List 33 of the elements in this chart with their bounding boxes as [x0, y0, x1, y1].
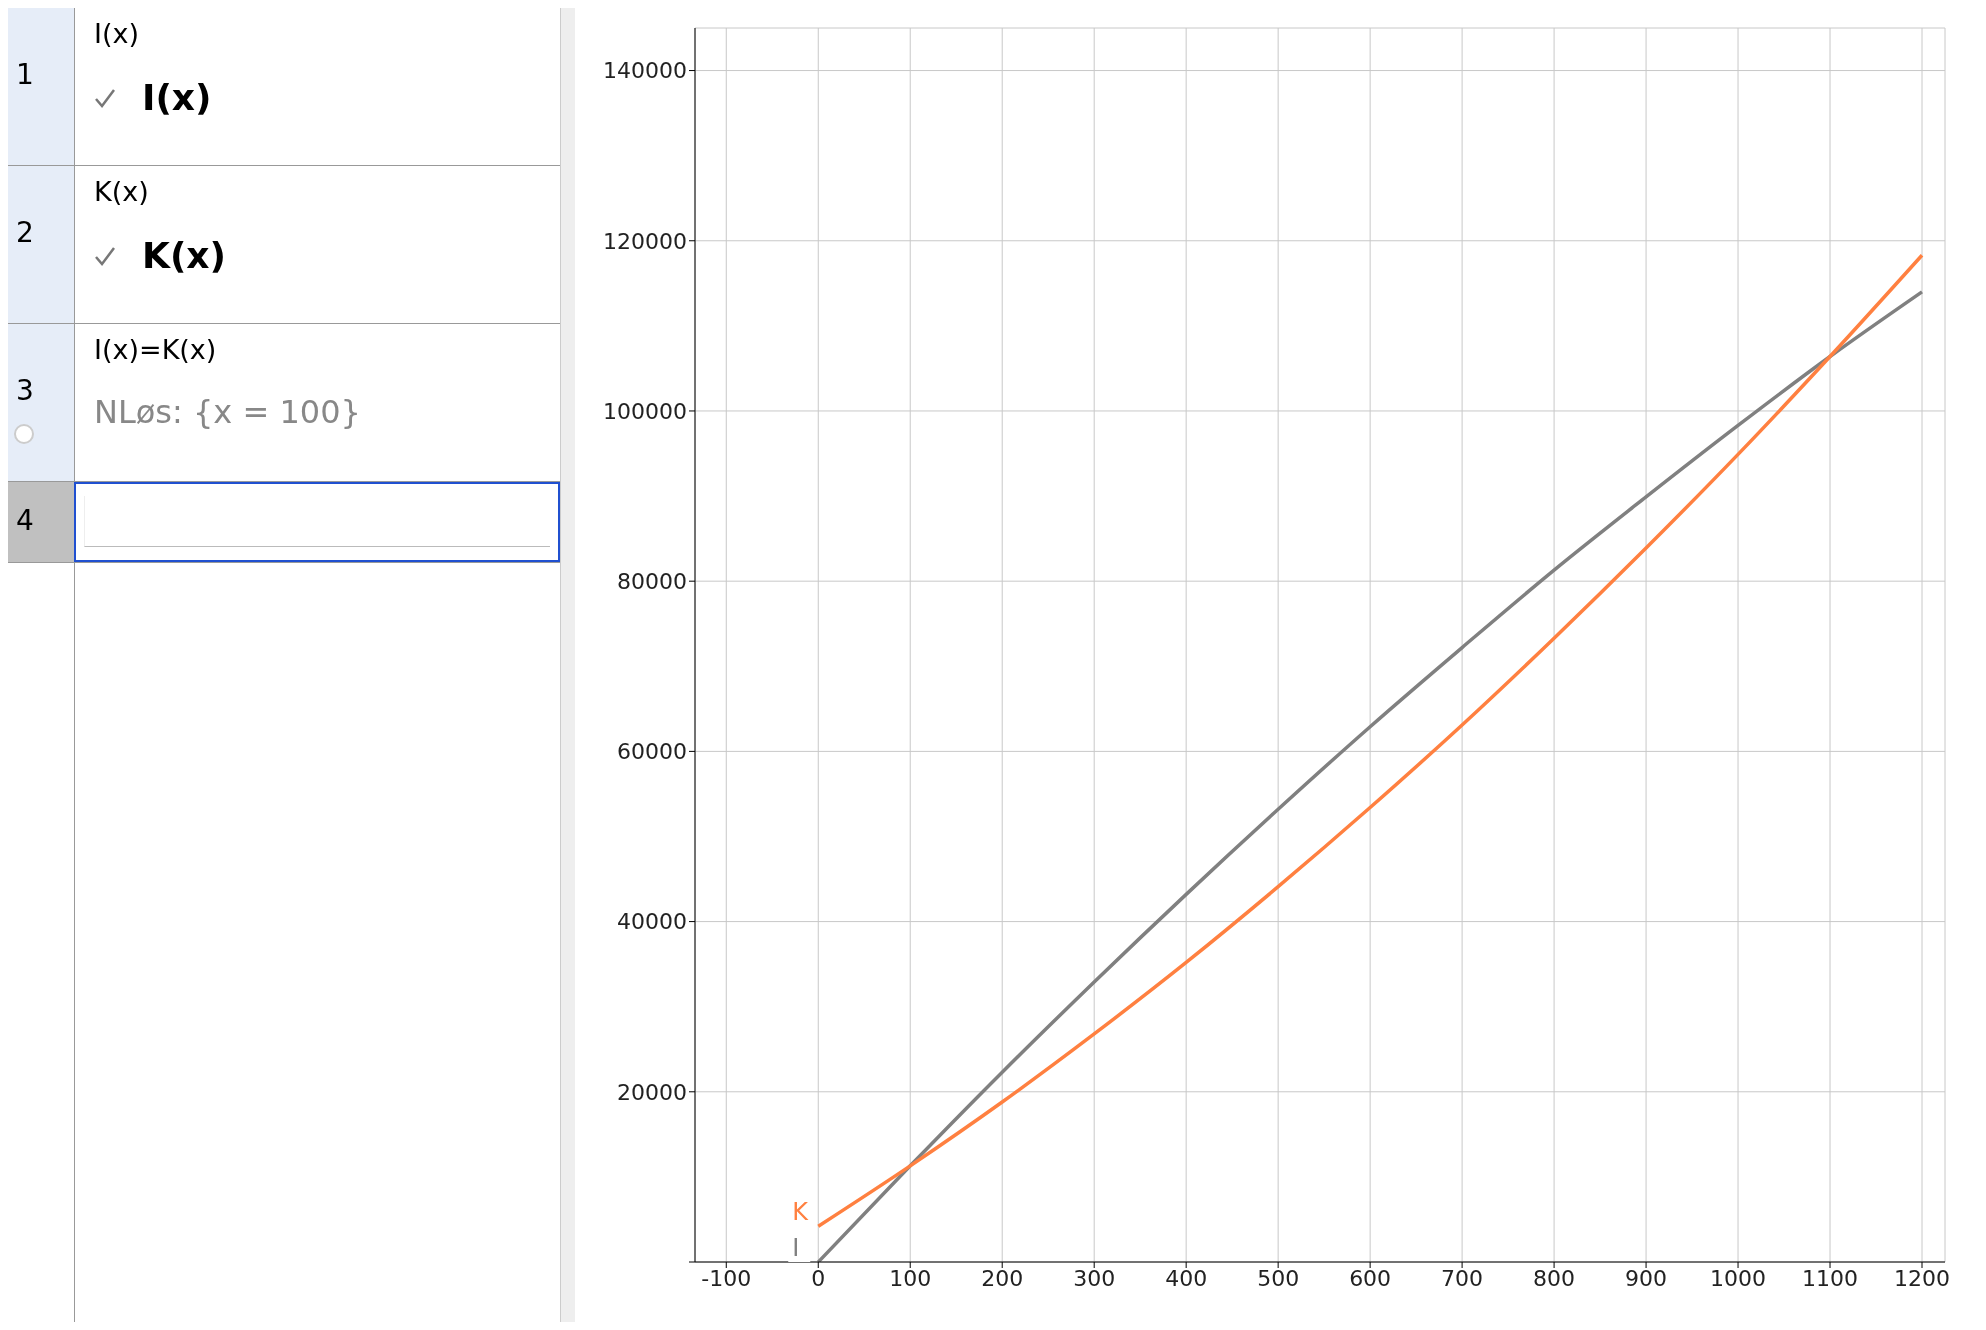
x-tick-label: 200	[981, 1265, 1024, 1291]
text: K(x)	[142, 235, 227, 276]
text: 1	[16, 58, 34, 91]
series-label: K	[792, 1198, 810, 1227]
x-tick-label: -100	[701, 1265, 752, 1291]
x-tick-label: 500	[1257, 1265, 1300, 1291]
x-tick-label: 700	[1441, 1265, 1484, 1291]
series-label: I	[792, 1234, 800, 1262]
text: I(x)	[142, 77, 212, 118]
x-tick-label: 400	[1165, 1265, 1208, 1291]
text: I(x)	[94, 18, 140, 49]
y-tick-label: 140000	[603, 58, 687, 84]
y-tick-label: 80000	[617, 568, 687, 594]
x-tick-label: 600	[1349, 1265, 1392, 1291]
x-tick-label: 1100	[1802, 1265, 1859, 1291]
x-tick-label: 1200	[1894, 1265, 1951, 1291]
text: 3	[16, 374, 34, 407]
text: 4	[16, 504, 34, 537]
text: NLøs: {x = 100}	[94, 393, 361, 431]
text: I(x)=K(x)	[94, 334, 218, 365]
y-tick-label: 20000	[617, 1079, 687, 1105]
x-tick-label: 0	[811, 1265, 826, 1291]
x-tick-label: 100	[889, 1265, 932, 1291]
y-tick-label: 60000	[617, 739, 687, 765]
text: 2	[16, 216, 34, 249]
x-tick-label: 1000	[1710, 1265, 1767, 1291]
x-tick-label: 300	[1073, 1265, 1116, 1291]
y-tick-label: 120000	[603, 228, 687, 254]
x-tick-label: 800	[1533, 1265, 1576, 1291]
y-tick-label: 40000	[617, 909, 687, 935]
text: K(x)	[94, 176, 150, 207]
x-tick-label: 900	[1625, 1265, 1668, 1291]
y-tick-label: 100000	[603, 398, 687, 424]
